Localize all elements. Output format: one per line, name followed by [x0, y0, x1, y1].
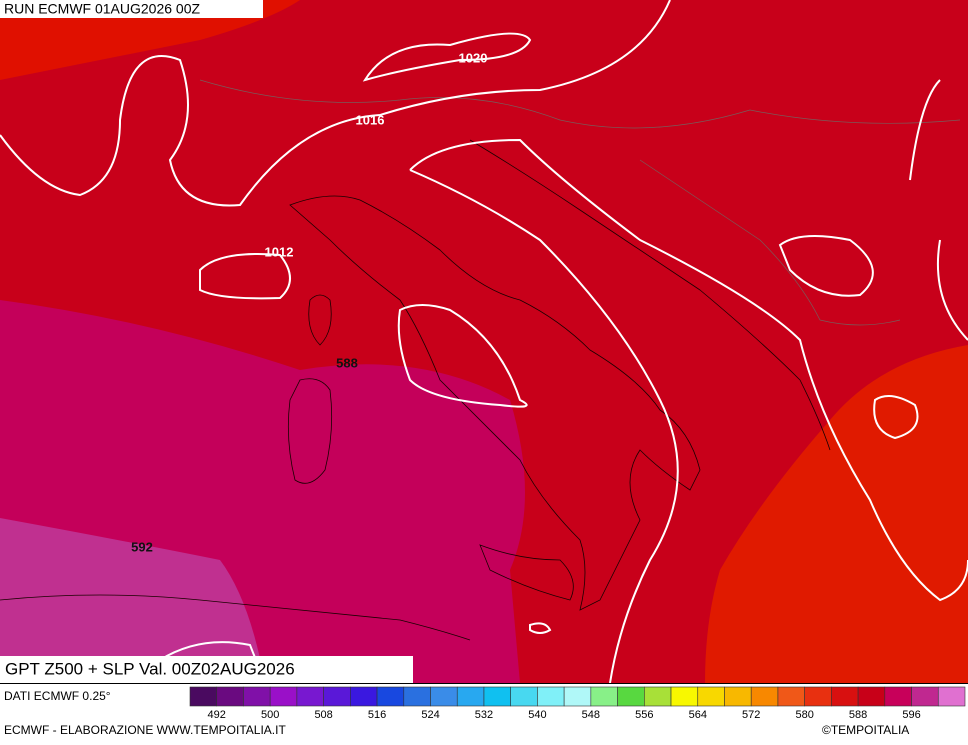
colorbar-label: 508	[314, 709, 332, 721]
coastline	[308, 294, 332, 346]
slp-label: 1012	[265, 244, 294, 259]
colorbar-label: 492	[208, 709, 226, 721]
slp-contour	[873, 395, 919, 440]
colorbar-swatch	[243, 686, 271, 707]
slp-contour	[909, 79, 968, 341]
colorbar-swatch	[750, 686, 779, 707]
colorbar-swatch	[644, 686, 672, 707]
colorbar-swatch	[537, 686, 565, 707]
slp-label: 1016	[356, 112, 385, 127]
run-box	[0, 0, 263, 18]
border	[639, 159, 901, 326]
colorbar-label: 524	[421, 709, 439, 721]
colorbar-swatch	[831, 686, 859, 707]
map-title: GPT Z500 + SLP Val. 00Z02AUG2026	[5, 659, 295, 678]
slp-label: 1020	[459, 50, 488, 65]
colorbar-label: 564	[689, 709, 707, 721]
colorbar-swatch	[430, 686, 458, 707]
coastline	[0, 594, 471, 641]
slp-contour	[778, 235, 874, 297]
colorbar-swatch	[590, 686, 618, 707]
slp-contour	[409, 138, 968, 684]
map: 1020 1016 1012 588 592	[0, 0, 968, 684]
colorbar-label: 580	[795, 709, 813, 721]
colorbar-swatch	[483, 686, 511, 707]
copyright-label: ©TEMPOITALIA	[822, 723, 909, 737]
gpt-label: 588	[336, 355, 358, 370]
colorbar-swatch	[403, 686, 431, 707]
colorbar-swatch	[189, 686, 218, 707]
border	[199, 79, 961, 129]
colorbar-label: 556	[635, 709, 653, 721]
title-box	[0, 656, 413, 683]
slp-contour	[199, 253, 291, 300]
colorbar-label: 548	[582, 709, 600, 721]
credit-label: ECMWF - ELABORAZIONE WWW.TEMPOITALIA.IT	[4, 723, 286, 737]
colorbar-swatch	[350, 686, 378, 707]
slp-contour	[0, 0, 671, 207]
z500-592-region	[0, 518, 265, 683]
z500-580-region	[705, 345, 968, 683]
run-label: RUN ECMWF 01AUG2026 00Z	[4, 1, 201, 17]
colorbar-swatch	[777, 686, 805, 707]
coastline	[287, 378, 333, 484]
colorbar-swatch	[670, 686, 699, 707]
slp-contour	[397, 304, 528, 408]
coastline	[479, 544, 574, 601]
z500-584-region	[0, 0, 300, 80]
colorbar-swatch	[563, 686, 592, 707]
colorbar-label: 588	[849, 709, 867, 721]
colorbar-swatch	[804, 686, 832, 707]
colorbar-label: 532	[475, 709, 493, 721]
coastline	[469, 139, 831, 451]
colorbar-swatch	[857, 686, 886, 707]
colorbar-swatch	[911, 686, 939, 707]
colorbar-swatch	[510, 686, 538, 707]
coastline	[289, 195, 701, 611]
colorbar-label: 596	[902, 709, 920, 721]
gpt-label: 592	[131, 539, 153, 554]
colorbar-swatch	[323, 686, 351, 707]
colorbar-swatch	[724, 686, 752, 707]
colorbar-swatch	[937, 686, 966, 707]
slp-contour	[362, 32, 532, 82]
colorbar-swatch	[376, 686, 405, 707]
colorbar-swatch	[216, 686, 244, 707]
colorbar: 492 500 508 516 524 532 540 548 556 564 572 580 588 5…	[189, 686, 966, 721]
colorbar-swatch	[296, 686, 324, 707]
colorbar-label: 516	[368, 709, 386, 721]
colorbar-swatch	[456, 686, 485, 707]
slp-contour	[529, 622, 552, 634]
colorbar-swatch	[269, 686, 298, 707]
source-label: DATI ECMWF 0.25°	[4, 689, 111, 703]
colorbar-label: 540	[528, 709, 546, 721]
colorbar-swatch	[884, 686, 912, 707]
colorbar-swatch	[617, 686, 645, 707]
colorbar-swatch	[697, 686, 725, 707]
colorbar-label: 500	[261, 709, 279, 721]
colorbar-label: 572	[742, 709, 760, 721]
